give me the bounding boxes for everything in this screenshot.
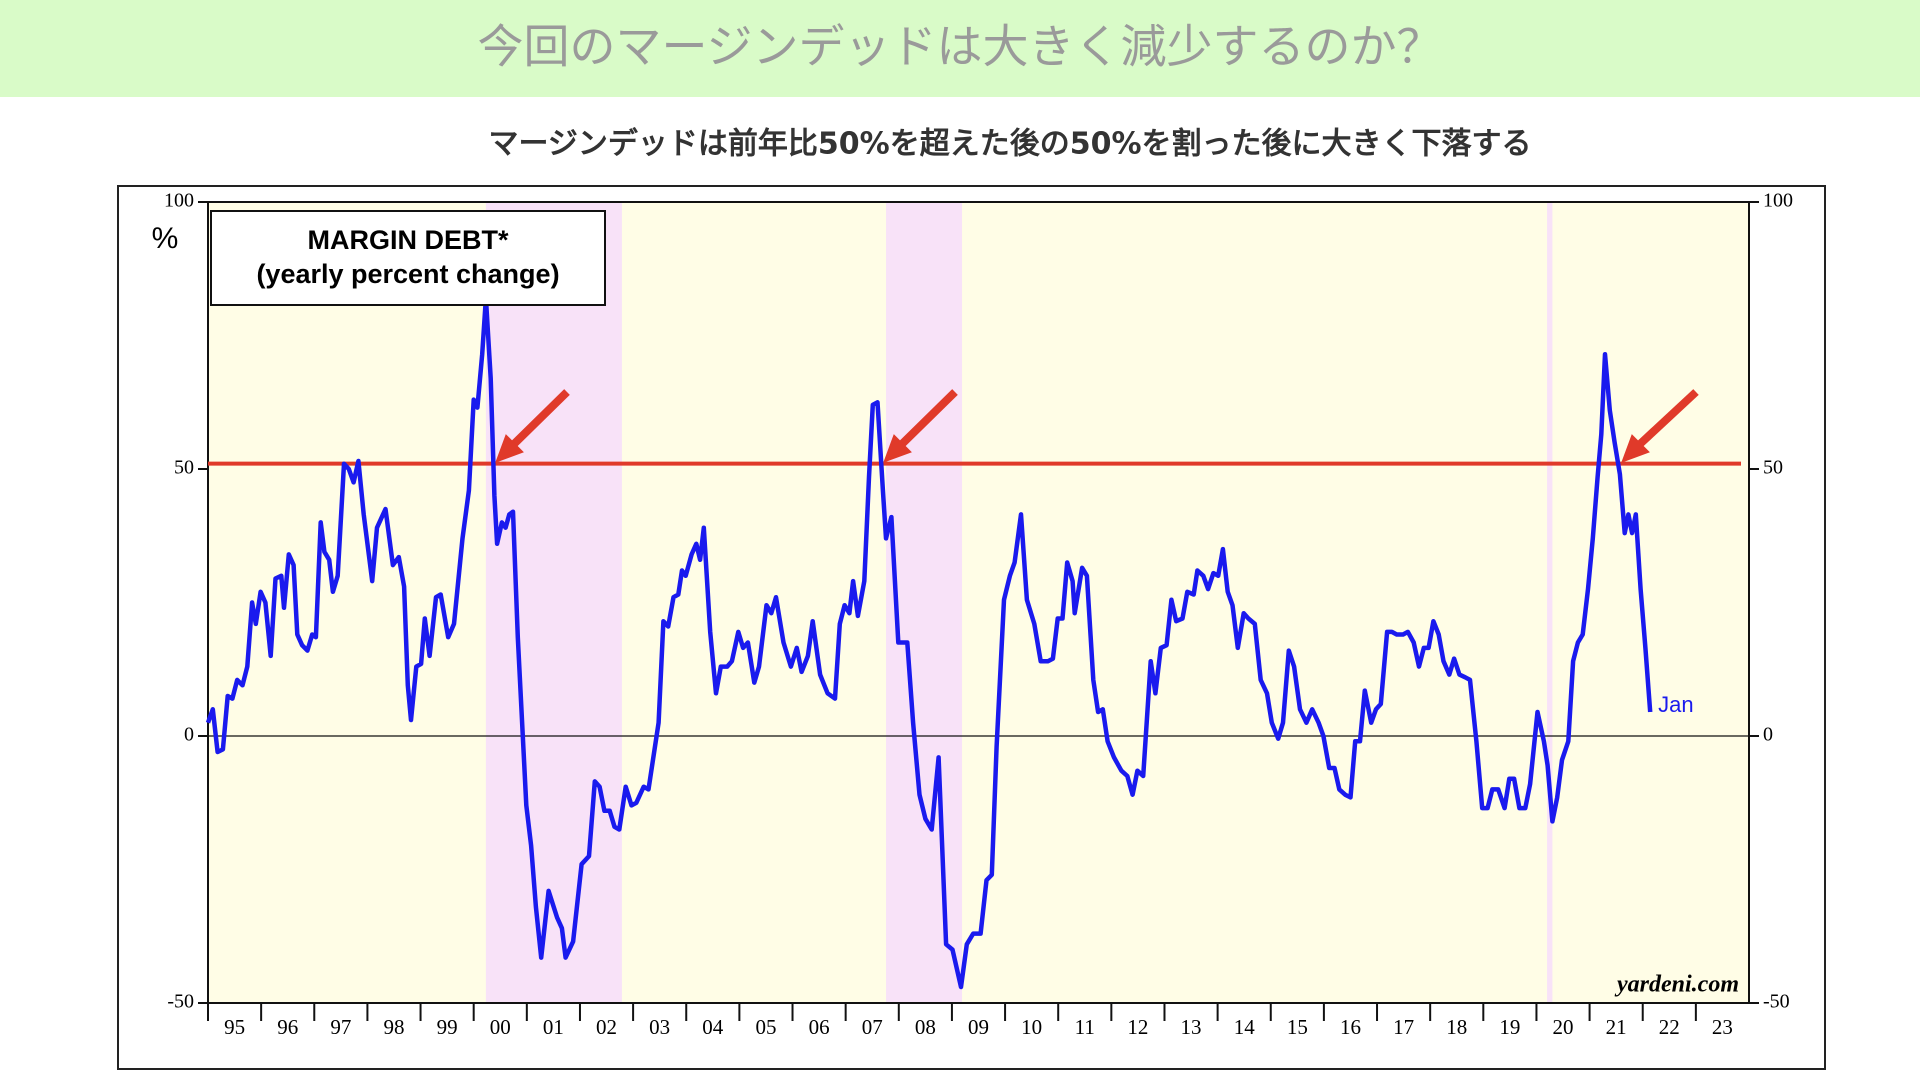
x-tick-label: 23 bbox=[1712, 1015, 1733, 1039]
legend-subtitle: (yearly percent change) bbox=[256, 259, 559, 289]
x-tick-label: 99 bbox=[437, 1015, 458, 1039]
x-tick-label: 09 bbox=[968, 1015, 989, 1039]
header-title: 今回のマージンデッドは大きく減少するのか？ bbox=[477, 20, 1442, 74]
x-tick-label: 13 bbox=[1181, 1015, 1202, 1039]
x-tick-label: 10 bbox=[1021, 1015, 1042, 1039]
y2-tick-label: 0 bbox=[1763, 724, 1773, 746]
y2-tick-label: -50 bbox=[1763, 991, 1790, 1013]
x-tick-label: 02 bbox=[596, 1015, 617, 1039]
series-line bbox=[205, 295, 1653, 990]
x-tick-label: 15 bbox=[1287, 1015, 1308, 1039]
x-tick-label: 16 bbox=[1340, 1015, 1361, 1039]
source: yardeni.com bbox=[1614, 972, 1739, 998]
arrow bbox=[1637, 389, 1699, 447]
y-axis-label: % bbox=[152, 222, 179, 255]
y-tick-label: -50 bbox=[167, 991, 194, 1013]
y-tick-label: 0 bbox=[184, 724, 194, 746]
x-tick-label: 14 bbox=[1234, 1015, 1256, 1039]
x-tick-label: 96 bbox=[277, 1015, 298, 1039]
x-tick-label: 05 bbox=[755, 1015, 776, 1039]
recession-band bbox=[485, 202, 622, 1003]
x-tick-label: 19 bbox=[1499, 1015, 1520, 1039]
plot-border bbox=[207, 201, 1750, 1004]
x-tick-label: 03 bbox=[649, 1015, 670, 1039]
arrow bbox=[899, 389, 958, 447]
annotation: Jan bbox=[1658, 692, 1693, 717]
y-tick-label: 100 bbox=[164, 190, 194, 212]
chart-title: マージンデッドは前年比50%を超えた後の50%を割った後に大きく下落する bbox=[488, 127, 1531, 162]
x-tick-label: 01 bbox=[543, 1015, 564, 1039]
overlay: MARGIN DEBT* (yearly percent change) % y… bbox=[152, 210, 1739, 998]
arrow bbox=[511, 389, 570, 447]
x-tick-label: 06 bbox=[809, 1015, 830, 1039]
recession-band bbox=[1547, 202, 1553, 1003]
x-tick-label: 22 bbox=[1659, 1015, 1680, 1039]
legend-box bbox=[210, 210, 606, 306]
arrow-head bbox=[1621, 434, 1650, 463]
x-tick-label: 04 bbox=[702, 1015, 724, 1039]
x-tick-label: 07 bbox=[862, 1015, 883, 1039]
y2-tick-label: 100 bbox=[1763, 190, 1793, 212]
x-tick-label: 11 bbox=[1075, 1015, 1095, 1039]
arrows bbox=[495, 389, 1699, 463]
recession-band bbox=[886, 202, 963, 1003]
x-tick-label: 98 bbox=[383, 1015, 404, 1039]
x-tick-label: 95 bbox=[224, 1015, 245, 1039]
x-tick-label: 18 bbox=[1446, 1015, 1467, 1039]
header-band bbox=[0, 0, 1920, 97]
x-tick-label: 00 bbox=[490, 1015, 511, 1039]
y-tick-label: 50 bbox=[174, 457, 194, 479]
x-tick-label: 20 bbox=[1553, 1015, 1574, 1039]
x-tick-label: 12 bbox=[1127, 1015, 1148, 1039]
x-tick-label: 21 bbox=[1606, 1015, 1627, 1039]
y2-tick-label: 50 bbox=[1763, 457, 1783, 479]
x-tick-label: 17 bbox=[1393, 1015, 1414, 1039]
plot-background bbox=[208, 202, 1749, 1003]
x-tick-label: 08 bbox=[915, 1015, 936, 1039]
legend-title: MARGIN DEBT* bbox=[308, 225, 509, 255]
x-tick-label: 97 bbox=[330, 1015, 351, 1039]
arrow-head bbox=[883, 434, 912, 463]
arrow-head bbox=[495, 434, 524, 463]
